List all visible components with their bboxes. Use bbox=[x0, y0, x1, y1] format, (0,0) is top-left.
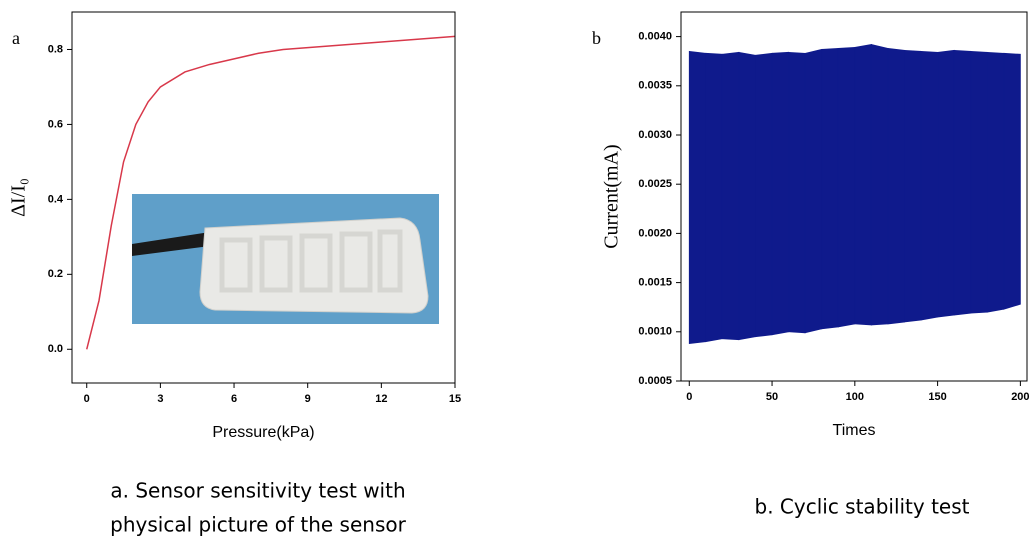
caption: b. Cyclic stability test bbox=[755, 495, 970, 519]
x-tick-label: 200 bbox=[1011, 391, 1029, 403]
y-tick-label: 0.6 bbox=[48, 118, 63, 130]
x-tick-label: 0 bbox=[84, 393, 90, 405]
y-tick-label: 0.8 bbox=[48, 43, 63, 55]
x-tick-label: 12 bbox=[375, 393, 387, 405]
y-tick-label: 0.4 bbox=[48, 193, 64, 205]
panel-label: a bbox=[12, 28, 20, 48]
y-tick-label: 0.0005 bbox=[638, 375, 672, 387]
current-band bbox=[887, 47, 905, 325]
x-tick-label: 150 bbox=[928, 391, 946, 403]
sensor-photo bbox=[132, 194, 439, 324]
line bbox=[86, 35, 456, 350]
x-tick-label: 15 bbox=[449, 393, 461, 405]
current-band bbox=[804, 48, 823, 334]
plot-frame bbox=[680, 11, 1028, 382]
current-band bbox=[721, 51, 740, 341]
current-band bbox=[688, 50, 707, 345]
y-tick-label: 0.0025 bbox=[638, 178, 672, 190]
current-band bbox=[986, 51, 1005, 313]
current-band bbox=[937, 49, 955, 318]
caption: a. Sensor sensitivity test with bbox=[110, 479, 405, 503]
current-band bbox=[970, 50, 988, 314]
x-tick-label: 50 bbox=[766, 391, 778, 403]
current-band bbox=[821, 47, 839, 330]
x-axis-title: Times bbox=[833, 422, 876, 439]
current-band bbox=[837, 46, 856, 328]
current-band bbox=[953, 49, 972, 316]
caption: physical picture of the sensor bbox=[110, 513, 406, 537]
y-tick-label: 0.0035 bbox=[638, 80, 672, 92]
current-band bbox=[1003, 52, 1021, 310]
current-band bbox=[920, 50, 939, 321]
current-band bbox=[788, 51, 806, 334]
current-band bbox=[870, 43, 889, 326]
y-tick-label: 0.0015 bbox=[638, 277, 672, 289]
y-tick-label: 0.0040 bbox=[638, 31, 672, 43]
x-axis-title: Pressure(kPa) bbox=[212, 424, 314, 441]
x-tick-label: 3 bbox=[157, 393, 163, 405]
x-tick-label: 100 bbox=[846, 391, 864, 403]
current-band bbox=[755, 52, 773, 338]
current-band bbox=[854, 43, 872, 326]
x-tick-label: 6 bbox=[231, 393, 237, 405]
current-band bbox=[771, 51, 790, 336]
plot-frame bbox=[71, 11, 456, 384]
current-band bbox=[904, 49, 922, 323]
y-tick-label: 0.0020 bbox=[638, 227, 672, 239]
y-axis-title: ΔI/I₀ bbox=[8, 178, 30, 217]
x-tick-label: 0 bbox=[686, 391, 692, 403]
y-tick-label: 0.0 bbox=[48, 343, 63, 355]
y-tick-label: 0.0030 bbox=[638, 129, 672, 141]
x-tick-label: 9 bbox=[305, 393, 311, 405]
current-band bbox=[738, 51, 756, 341]
y-axis-title: Current(mA) bbox=[601, 144, 623, 248]
y-tick-label: 0.2 bbox=[48, 268, 63, 280]
current-band bbox=[705, 52, 723, 343]
y-tick-label: 0.0010 bbox=[638, 326, 672, 338]
panel-label: b bbox=[592, 28, 601, 48]
